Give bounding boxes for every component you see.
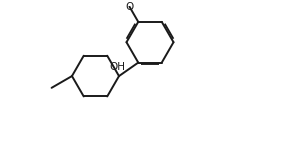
Text: O: O <box>125 2 134 12</box>
Text: OH: OH <box>110 62 126 72</box>
